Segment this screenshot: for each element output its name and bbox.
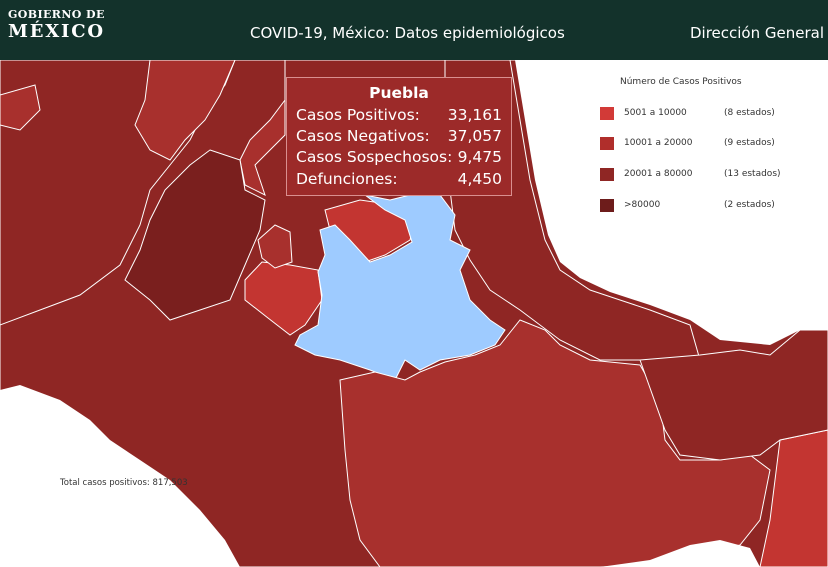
legend-range: 20001 a 80000 xyxy=(624,169,693,179)
tooltip-value: 33,161 xyxy=(447,106,502,124)
legend-range: 5001 a 10000 xyxy=(624,108,687,118)
legend-range: 10001 a 20000 xyxy=(624,138,693,148)
legend-swatch xyxy=(600,199,614,212)
logo-line-2: MÉXICO xyxy=(8,21,105,42)
state-tabasco[interactable] xyxy=(639,329,828,461)
tooltip-label: Defunciones: xyxy=(296,170,398,188)
state-edomex[interactable] xyxy=(124,149,266,321)
tooltip-row-negativos: Casos Negativos: 37,057 xyxy=(296,127,502,148)
legend-swatch xyxy=(600,168,614,181)
header-bar: GOBIERNO DE MÉXICO COVID-19, México: Dat… xyxy=(0,0,828,60)
state-cdmx[interactable] xyxy=(257,224,293,269)
state-puebla[interactable] xyxy=(294,194,506,381)
legend-range: >80000 xyxy=(624,200,661,210)
legend-swatch xyxy=(600,137,614,150)
state-small-north[interactable] xyxy=(0,84,41,131)
legend-title: Número de Casos Positivos xyxy=(620,77,742,87)
tooltip-label: Casos Negativos: xyxy=(296,127,430,145)
tooltip-state-name: Puebla xyxy=(369,84,429,102)
tooltip-row-defunciones: Defunciones: 4,450 xyxy=(296,170,502,191)
legend-count: (2 estados) xyxy=(724,200,775,210)
state-queretaro[interactable] xyxy=(235,60,286,196)
tooltip-label: Casos Positivos: xyxy=(296,106,420,124)
gobierno-logo[interactable]: GOBIERNO DE MÉXICO xyxy=(8,9,105,41)
tooltip-value: 9,475 xyxy=(457,148,502,166)
legend-swatch xyxy=(600,107,614,120)
direccion-general-label: Dirección General xyxy=(689,24,824,42)
legend-count: (9 estados) xyxy=(724,138,775,148)
legend-count: (13 estados) xyxy=(724,169,781,179)
tooltip-row-positivos: Casos Positivos: 33,161 xyxy=(296,106,502,127)
state-oaxaca[interactable] xyxy=(339,319,771,567)
total-positive-cases: Total casos positivos: 817,503 xyxy=(60,478,188,488)
gulf-of-mexico xyxy=(455,60,828,345)
tooltip-label: Casos Sospechosos: xyxy=(296,148,453,166)
state-hidalgo-north[interactable] xyxy=(134,60,236,161)
logo-line-1: GOBIERNO DE xyxy=(8,8,105,21)
page-title: COVID-19, México: Datos epidemiológicos xyxy=(250,24,565,42)
pacific-ocean-west xyxy=(0,385,240,567)
state-tooltip: Puebla Casos Positivos: 33,161 Casos Neg… xyxy=(286,77,512,196)
tooltip-value: 37,057 xyxy=(447,127,502,145)
pacific-ocean-south xyxy=(600,540,760,567)
tooltip-row-sospechosos: Casos Sospechosos: 9,475 xyxy=(296,148,502,169)
tooltip-value: 4,450 xyxy=(457,170,502,188)
legend-count: (8 estados) xyxy=(724,108,775,118)
